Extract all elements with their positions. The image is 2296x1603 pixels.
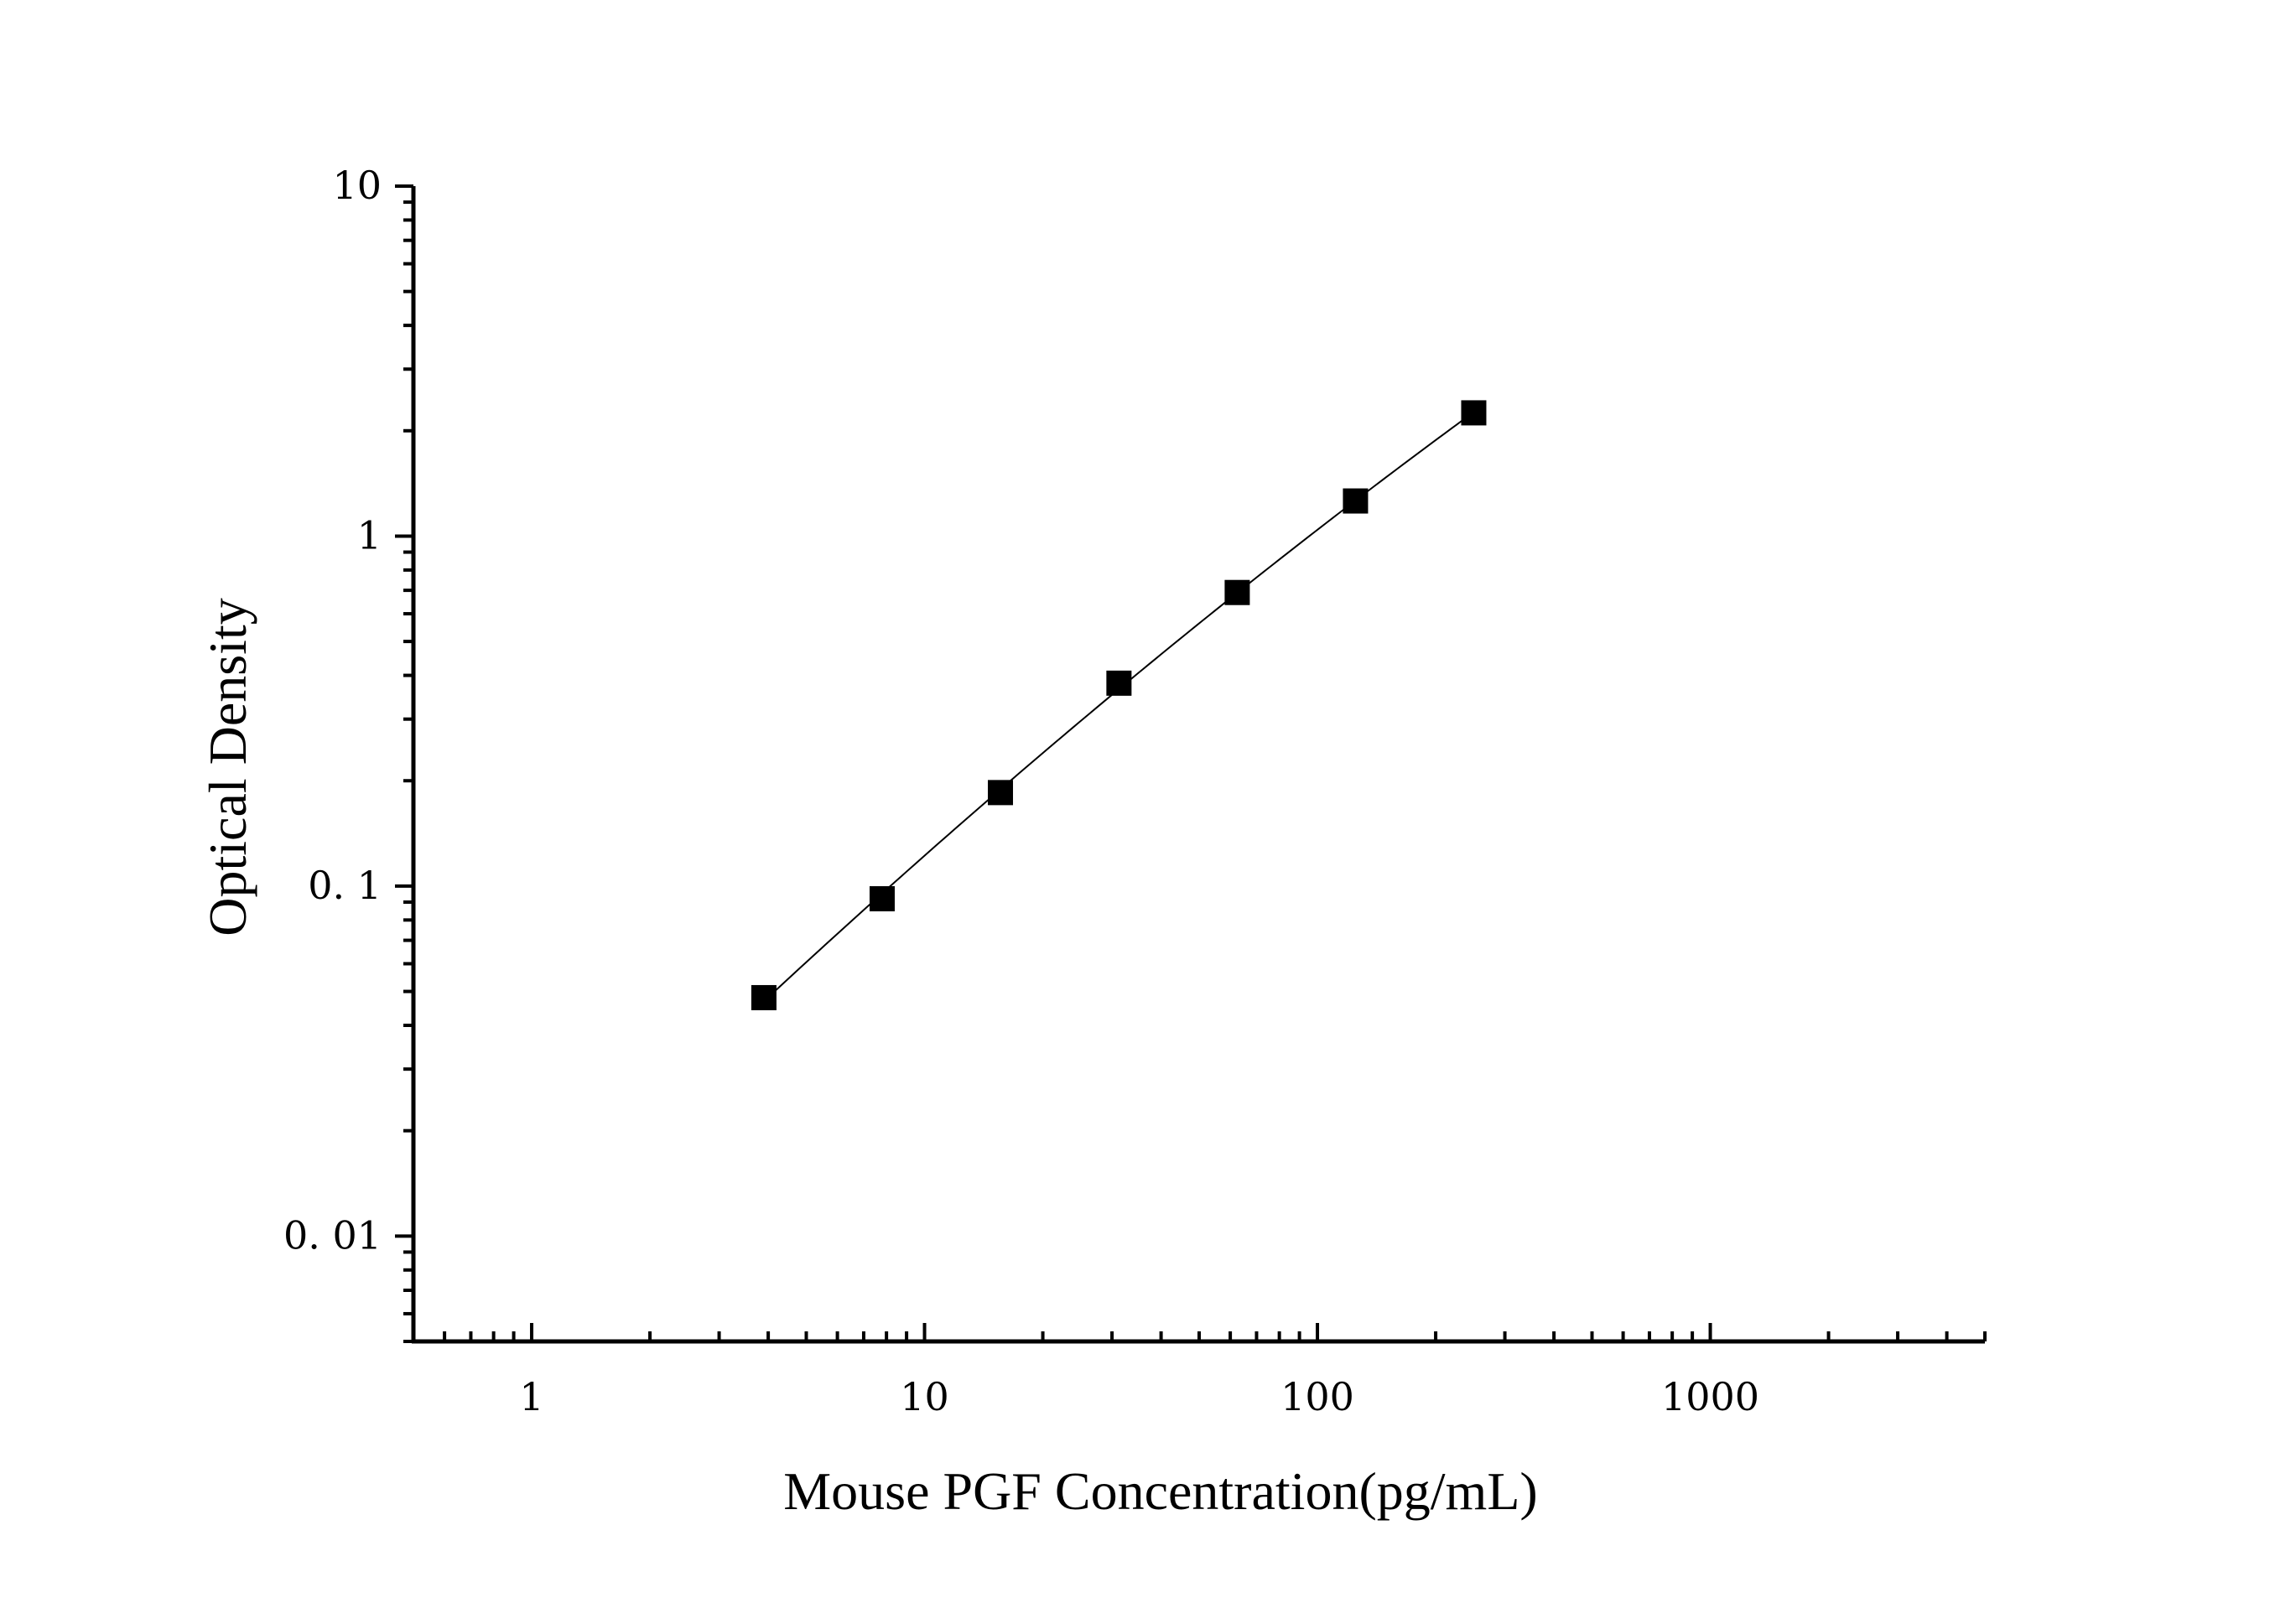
data-point [1343,488,1369,514]
x-tick-label: 1000 [1661,1374,1759,1419]
y-tick-label: 0. 01 [283,1212,382,1258]
x-tick-label: 100 [1280,1374,1354,1419]
data-point [1106,670,1132,696]
axes [395,184,1987,1344]
data-point [1461,400,1487,426]
tick-labels: 1 10 100 1000 10 1 0. 1 0. 01 [283,163,1759,1419]
y-tick-label: 1 [357,512,382,558]
data-points [751,400,1487,1010]
x-tick-label: 1 [519,1374,543,1419]
y-tick-label: 10 [332,163,382,208]
data-point [869,886,895,912]
y-tick-label: 0. 1 [308,863,382,908]
data-point [988,780,1014,806]
data-point [1224,579,1250,605]
data-point [751,984,777,1010]
x-tick-label: 10 [900,1374,949,1419]
x-axis-title: Mouse PGF Concentration(pg/mL) [783,1461,1537,1521]
y-axis-title: Optical Density [198,598,257,936]
